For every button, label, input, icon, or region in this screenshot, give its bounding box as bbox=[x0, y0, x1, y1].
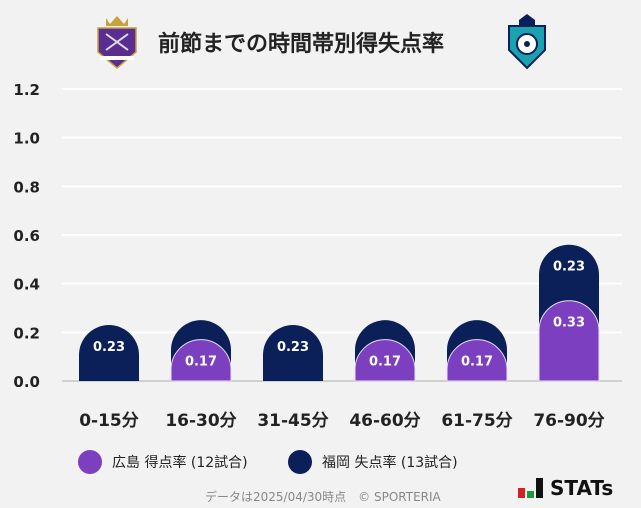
data-label-fukuoka: 0.23 bbox=[277, 340, 309, 355]
y-tick-label: 1.2 bbox=[13, 81, 40, 99]
brand-text: STATs bbox=[550, 476, 614, 500]
legend-label: 福岡 失点率 (13試合) bbox=[322, 455, 458, 471]
bar-hiroshima bbox=[538, 300, 600, 382]
bar-logo-icon bbox=[518, 478, 543, 498]
bar-hiroshima bbox=[354, 339, 416, 382]
bar-fukuoka bbox=[263, 325, 323, 381]
y-tick-label: 0.0 bbox=[13, 373, 40, 391]
x-tick-label: 61-75分 bbox=[441, 411, 512, 431]
footer-note: データは2025/04/30時点 © SPORTERIA bbox=[205, 490, 441, 504]
data-label-hiroshima: 0.17 bbox=[369, 355, 401, 370]
y-tick-label: 0.8 bbox=[13, 178, 40, 196]
chart-title: 前節までの時間帯別得失点率 bbox=[158, 32, 445, 57]
legend-item-hiroshima: 広島 得点率 (12試合) bbox=[78, 450, 248, 474]
bar-chart: 0.0 0.2 0.4 0.6 0.8 1.0 1.2 0.23 0-15分 0.17 16-30分… bbox=[13, 81, 622, 431]
legend-item-fukuoka: 福岡 失点率 (13試合) bbox=[288, 450, 458, 474]
x-tick-label: 0-15分 bbox=[79, 411, 139, 431]
data-label-fukuoka: 0.23 bbox=[93, 340, 125, 355]
x-tick-label: 76-90分 bbox=[533, 411, 604, 431]
x-tick-label: 16-30分 bbox=[165, 411, 236, 431]
y-tick-label: 0.4 bbox=[13, 276, 40, 294]
legend-label: 広島 得点率 (12試合) bbox=[112, 455, 248, 471]
y-tick-label: 0.6 bbox=[13, 227, 40, 245]
data-label-hiroshima: 0.33 bbox=[553, 316, 585, 331]
data-label-hiroshima: 0.17 bbox=[185, 355, 217, 370]
legend-swatch-purple bbox=[78, 450, 102, 474]
x-tick-label: 31-45分 bbox=[257, 411, 328, 431]
bar-hiroshima bbox=[446, 339, 508, 382]
y-tick-label: 1.0 bbox=[13, 130, 40, 148]
y-tick-label: 0.2 bbox=[13, 324, 40, 342]
data-label-fukuoka: 0.23 bbox=[553, 260, 585, 275]
x-tick-label: 46-60分 bbox=[349, 411, 420, 431]
bar-fukuoka bbox=[79, 325, 139, 381]
sanfrecce-hiroshima-logo bbox=[97, 16, 137, 69]
avispa-fukuoka-logo bbox=[508, 14, 546, 70]
legend-swatch-navy bbox=[288, 450, 312, 474]
data-label-hiroshima: 0.17 bbox=[461, 355, 493, 370]
bar-hiroshima bbox=[170, 339, 232, 382]
stats-logo: STATs bbox=[518, 478, 613, 498]
